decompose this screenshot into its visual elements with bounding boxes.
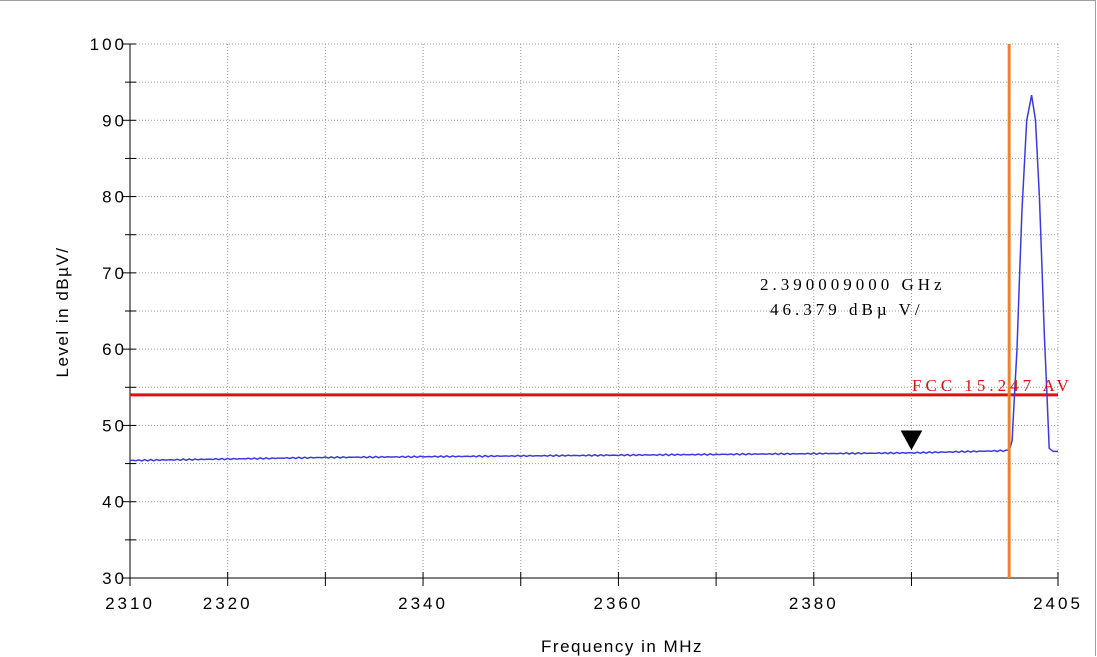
y-axis-ticks: 30 40 50 60 70 80 90 100 [90, 35, 136, 588]
y-tick-label: 80 [102, 188, 127, 207]
marker-readout-frequency: 2.390009000 GHz [760, 275, 946, 294]
x-axis-ticks: 2310 2320 2340 2360 2380 2405 [105, 572, 1083, 613]
y-tick-label: 50 [102, 416, 127, 435]
x-tick-label: 2340 [398, 594, 448, 613]
x-tick-label: 2405 [1033, 594, 1083, 613]
marker-triangle [900, 430, 923, 451]
y-tick-label: 30 [102, 569, 127, 588]
limit-label: FCC 15.247 AV [912, 376, 1073, 395]
y-tick-label: 100 [90, 35, 127, 54]
series-line [129, 94, 1058, 462]
x-tick-label: 2380 [789, 594, 839, 613]
y-tick-label: 90 [102, 111, 127, 130]
x-axis-title: Frequency in MHz [541, 637, 703, 656]
marker-readout-level: 46.379 dBµ V/ [770, 300, 924, 319]
y-tick-label: 40 [102, 493, 127, 512]
x-tick-label: 2320 [203, 594, 253, 613]
series-layer [129, 44, 1058, 578]
x-tick-label: 2310 [105, 594, 155, 613]
y-tick-label: 60 [102, 340, 127, 359]
x-tick-label: 2360 [594, 594, 644, 613]
y-axis-title: Level in dBµV/ [53, 247, 72, 378]
y-tick-label: 70 [102, 264, 127, 283]
